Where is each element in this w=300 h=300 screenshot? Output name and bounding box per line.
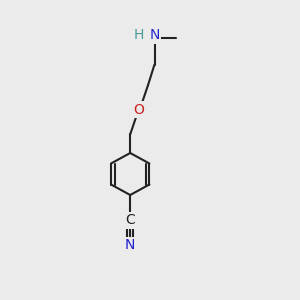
Text: N: N bbox=[125, 238, 135, 252]
Text: H: H bbox=[134, 28, 144, 42]
Text: O: O bbox=[134, 103, 144, 117]
Text: N: N bbox=[149, 28, 160, 42]
Text: C: C bbox=[125, 214, 135, 227]
